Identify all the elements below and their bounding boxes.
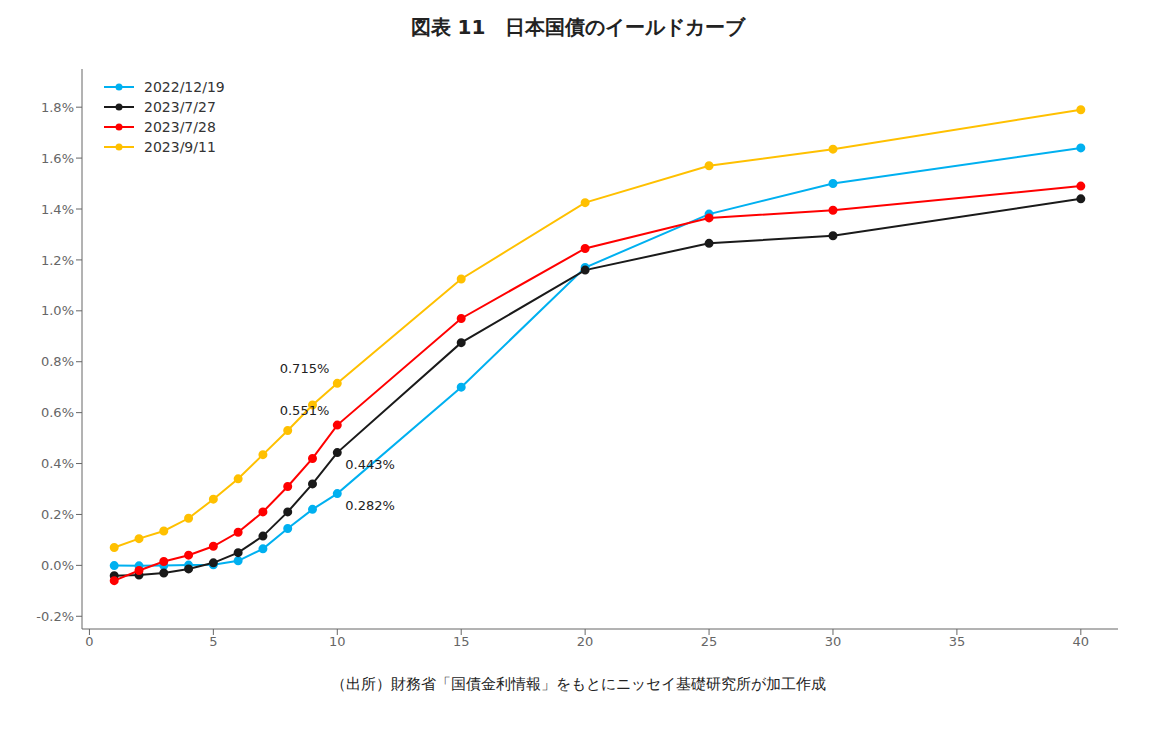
html-text:2023/9/11: 2023/9/11 bbox=[144, 139, 216, 155]
svg-text:0: 0 bbox=[85, 634, 93, 649]
svg-text:30: 30 bbox=[825, 634, 842, 649]
svg-text:1.8%: 1.8% bbox=[41, 100, 74, 115]
svg-text:1.6%: 1.6% bbox=[41, 151, 74, 166]
svg-text:20: 20 bbox=[577, 634, 594, 649]
html-text:2023/7/28: 2023/7/28 bbox=[144, 119, 216, 135]
html-text:（出所）財務省「国債金利情報」をもとにニッセイ基礎研究所が加: （出所）財務省「国債金利情報」をもとにニッセイ基礎研究所が加工作成 bbox=[330, 675, 826, 693]
svg-text:0.443%: 0.443% bbox=[345, 457, 395, 472]
svg-text:0.715%: 0.715% bbox=[280, 361, 330, 376]
svg-text:5: 5 bbox=[209, 634, 217, 649]
html-text:2023/7/27: 2023/7/27 bbox=[144, 99, 216, 115]
html-text:2022/12/19: 2022/12/19 bbox=[144, 79, 225, 95]
svg-text:1.2%: 1.2% bbox=[41, 253, 74, 268]
svg-text:1.0%: 1.0% bbox=[41, 303, 74, 318]
svg-text:25: 25 bbox=[701, 634, 718, 649]
svg-text:0.4%: 0.4% bbox=[41, 456, 74, 471]
svg-text:1.4%: 1.4% bbox=[41, 202, 74, 217]
svg-text:0.0%: 0.0% bbox=[41, 558, 74, 573]
html-text:図表 11 日本国債のイールドカーブ: 図表 11 日本国債のイールドカーブ bbox=[410, 15, 746, 39]
svg-text:35: 35 bbox=[949, 634, 966, 649]
svg-text:40: 40 bbox=[1073, 634, 1090, 649]
svg-text:0.2%: 0.2% bbox=[41, 507, 74, 522]
svg-text:0.6%: 0.6% bbox=[41, 405, 74, 420]
svg-text:-0.2%: -0.2% bbox=[36, 609, 74, 624]
svg-text:0.8%: 0.8% bbox=[41, 354, 74, 369]
svg-text:15: 15 bbox=[453, 634, 470, 649]
svg-text:0.551%: 0.551% bbox=[280, 403, 330, 418]
svg-text:0.282%: 0.282% bbox=[345, 498, 395, 513]
svg-text:10: 10 bbox=[329, 634, 346, 649]
